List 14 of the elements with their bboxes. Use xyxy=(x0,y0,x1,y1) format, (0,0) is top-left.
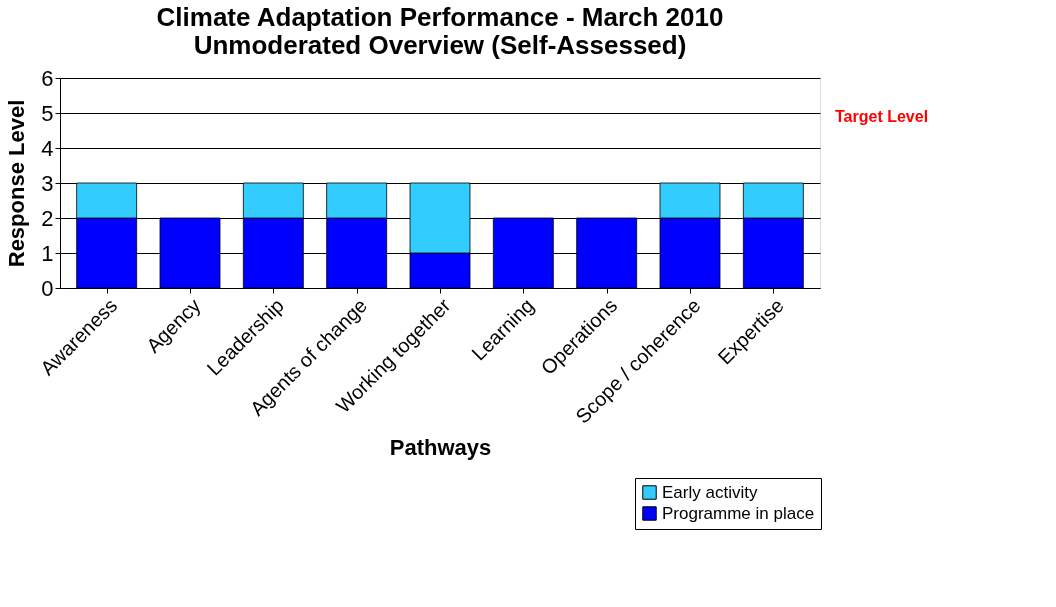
y-tick-label: 4 xyxy=(41,135,54,161)
x-axis-title: Pathways xyxy=(389,434,492,460)
text: Unmoderated Overview (Self-Assessed) xyxy=(193,30,687,60)
y-tick-label: 2 xyxy=(41,205,54,231)
y-axis-title: Response Level xyxy=(4,99,30,268)
y-tick-label: 3 xyxy=(41,170,54,196)
legend-label: Early activity xyxy=(662,482,758,502)
legend-label: Programme in place xyxy=(662,503,815,523)
y-tick-label: 6 xyxy=(41,65,54,91)
text: Climate Adaptation Performance - March 2010 xyxy=(156,2,724,32)
text: Target Level xyxy=(835,107,929,125)
y-tick-label: 5 xyxy=(41,100,54,126)
y-tick-label: 1 xyxy=(41,240,54,266)
y-tick-label: 0 xyxy=(41,275,54,301)
